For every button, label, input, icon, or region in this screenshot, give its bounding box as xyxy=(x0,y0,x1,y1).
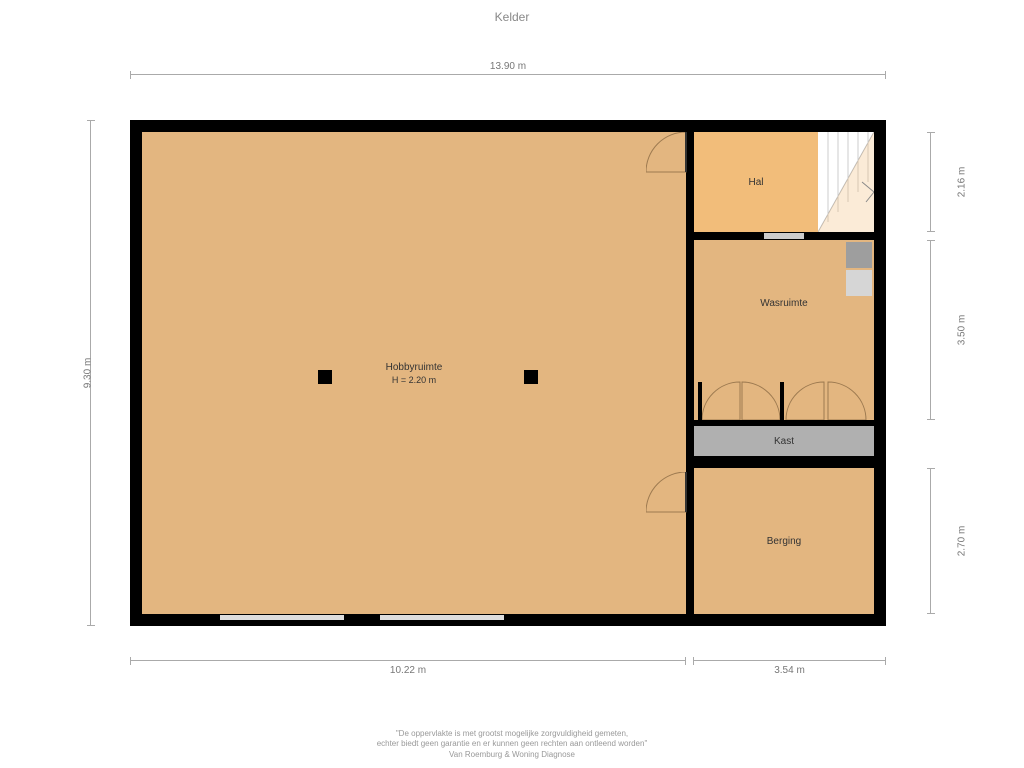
dim-right-2: 3.50 m xyxy=(930,240,931,420)
wall-vertical-main xyxy=(686,132,694,614)
dim-right-1-label: 2.16 m xyxy=(957,157,968,207)
floorplan: Hobbyruimte H = 2.20 m Hal xyxy=(130,120,886,626)
door-hobby-berging xyxy=(646,472,690,516)
dim-left-total: 9.30 m xyxy=(90,120,91,626)
room-hobby-height: H = 2.20 m xyxy=(392,375,436,385)
room-kast: Kast xyxy=(694,426,874,456)
appliance-2 xyxy=(846,270,872,296)
dim-top-total: 13.90 m xyxy=(130,74,886,75)
dim-bottom-right: 3.54 m xyxy=(693,660,886,661)
dim-bottom-left-label: 10.22 m xyxy=(130,665,686,676)
window-south-2 xyxy=(380,615,504,620)
door-hobby-hal xyxy=(646,132,690,176)
dim-bottom-left: 10.22 m xyxy=(130,660,686,661)
room-hobby-name: Hobbyruimte xyxy=(386,362,443,373)
room-hal: Hal xyxy=(694,132,818,232)
stairs-icon xyxy=(818,132,874,232)
dim-right-3-label: 2.70 m xyxy=(957,516,968,566)
pillar-1 xyxy=(318,370,332,384)
page-title: Kelder xyxy=(0,10,1024,24)
footer-line1: "De oppervlakte is met grootst mogelijke… xyxy=(0,729,1024,739)
dim-right-2-label: 3.50 m xyxy=(957,305,968,355)
room-berging-name: Berging xyxy=(767,536,801,547)
dim-right-3: 2.70 m xyxy=(930,468,931,614)
room-berging: Berging xyxy=(694,468,874,614)
wasruimte-closet-doors xyxy=(694,380,874,422)
pillar-2 xyxy=(524,370,538,384)
room-kast-name: Kast xyxy=(774,436,794,447)
opening-hal-was xyxy=(764,233,804,239)
dim-right-1: 2.16 m xyxy=(930,132,931,232)
room-hal-name: Hal xyxy=(748,177,763,188)
dim-bottom-right-label: 3.54 m xyxy=(693,665,886,676)
footer-line3: Van Roemburg & Woning Diagnose xyxy=(0,750,1024,760)
stairs xyxy=(818,132,874,232)
dim-top-total-label: 13.90 m xyxy=(130,61,886,72)
footer-line2: echter biedt geen garantie en er kunnen … xyxy=(0,739,1024,749)
dim-left-total-label: 9.30 m xyxy=(83,348,94,398)
room-was-name: Wasruimte xyxy=(760,298,807,309)
room-hobby: Hobbyruimte H = 2.20 m xyxy=(142,132,686,614)
floorplan-canvas: 13.90 m 9.30 m 10.22 m 3.54 m 2.16 m 3.5… xyxy=(70,50,954,690)
appliance-1 xyxy=(846,242,872,268)
window-south-1 xyxy=(220,615,344,620)
footer-disclaimer: "De oppervlakte is met grootst mogelijke… xyxy=(0,729,1024,760)
wall-below-kast xyxy=(694,456,874,468)
